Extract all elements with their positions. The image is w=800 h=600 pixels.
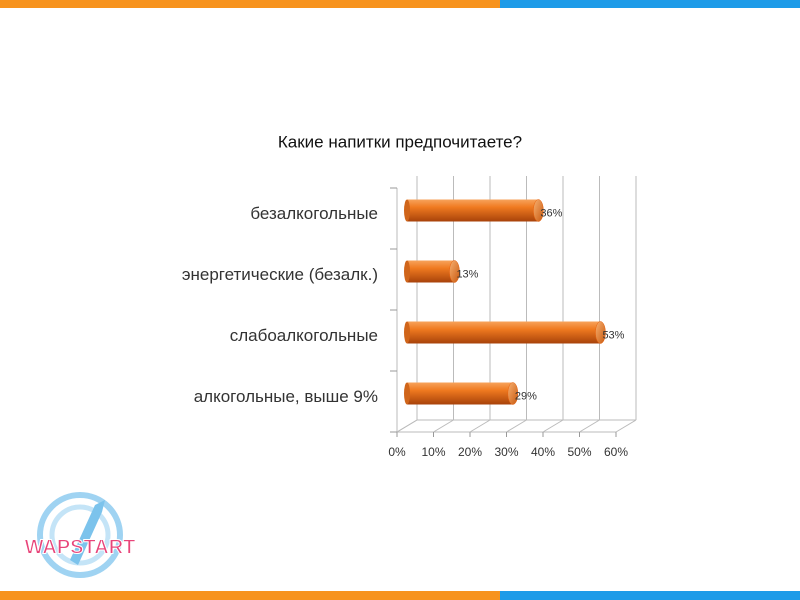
bottom-stripe-blue [500, 591, 800, 600]
y-tick-label: безалкогольные [250, 204, 378, 223]
x-tick-label: 40% [531, 445, 555, 459]
x-tick-label: 0% [388, 445, 406, 459]
top-stripe-orange [0, 0, 500, 8]
bar-end-cap [507, 382, 519, 405]
bar [407, 321, 601, 344]
x-tick-label: 50% [567, 445, 591, 459]
value-label: 29% [515, 390, 537, 402]
bar-base-cap [404, 321, 410, 344]
grid-floor-line [469, 419, 491, 433]
bar-end-cap [595, 321, 606, 344]
bottom-stripe-orange [0, 591, 500, 600]
chart-title: Какие напитки предпочитаете? [278, 132, 522, 151]
x-tick-label: 30% [494, 445, 518, 459]
grid-floor-line [579, 419, 600, 433]
bar-end-cap [449, 260, 460, 283]
value-label: 36% [540, 207, 562, 219]
bar-base-cap [404, 199, 410, 222]
logo-ring [37, 492, 123, 578]
x-tick-label: 60% [604, 445, 628, 459]
x-tick-label: 20% [458, 445, 482, 459]
value-label: 13% [456, 268, 478, 280]
grid-floor-line [396, 419, 418, 433]
bar-base-cap [404, 260, 410, 283]
grid-floor-line [542, 419, 564, 433]
x-tick-label: 10% [421, 445, 445, 459]
y-tick-label: слабоалкогольные [230, 326, 378, 345]
grid-floor-line [433, 419, 454, 433]
grid-floor-line [615, 419, 637, 433]
bar-base-cap [404, 382, 410, 405]
grid-floor-line [506, 419, 527, 433]
top-stripe-blue [500, 0, 800, 8]
logo: WAPSTART [24, 492, 136, 578]
bar-end-cap [533, 199, 544, 222]
logo-text: WAPSTART [25, 536, 136, 558]
y-tick-label: алкогольные, выше 9% [194, 387, 378, 406]
logo-rocket [70, 500, 105, 565]
bar [407, 260, 455, 283]
value-label: 53% [602, 329, 624, 341]
y-tick-label: энергетические (безалк.) [182, 265, 378, 284]
bar [407, 382, 513, 405]
logo-ring-inner [49, 504, 111, 566]
bar [407, 199, 539, 222]
